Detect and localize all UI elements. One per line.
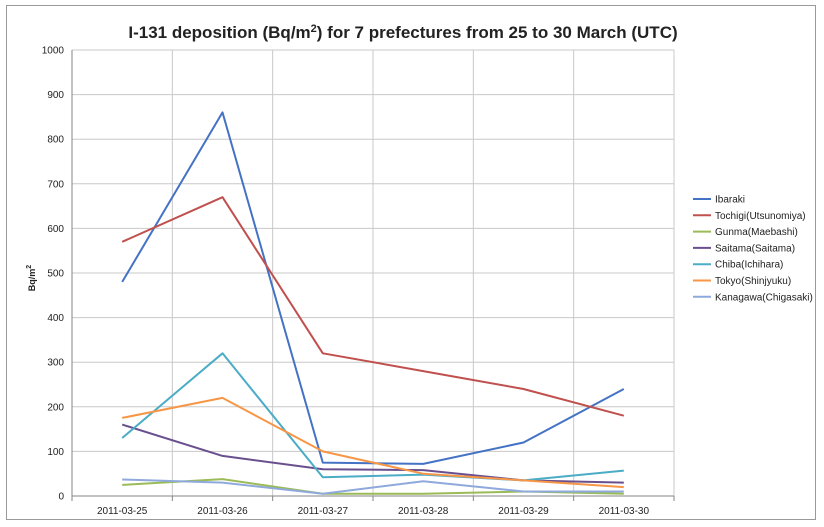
series-line [122,478,624,495]
x-tick-label: 2011-03-28 [398,506,449,517]
legend-label: Ibaraki [715,195,745,206]
y-tick-label: 1000 [42,46,65,57]
grid-layer [72,49,675,497]
series-line [122,396,624,489]
y-tick-label: 0 [58,492,64,503]
chart-title: I-131 deposition (Bq/m2) for 7 prefectur… [128,23,677,42]
y-tick-label: 100 [47,447,64,458]
x-tick-label: 2011-03-30 [599,506,650,517]
y-tick-label: 700 [47,179,64,190]
y-tick-label: 900 [47,90,64,101]
legend-label: Tochigi(Utsunomiya) [715,211,806,222]
chart-frame: I-131 deposition (Bq/m2) for 7 prefectur… [6,5,816,520]
y-tick-label: 400 [47,313,64,324]
y-tick-label: 300 [47,358,64,369]
legend-label: Tokyo(Shinjyuku) [715,276,791,287]
y-axis-label: Bq/m2 [26,265,37,292]
chart-title-prefix: I-131 deposition (Bq/m [128,23,310,42]
y-tick-label: 800 [47,135,64,146]
series-line [121,196,625,417]
y-tick-label: 500 [47,269,64,280]
chart-title-suffix: ) for 7 prefectures from 25 to 30 March … [317,23,678,42]
chart-title-sup: 2 [311,23,317,35]
axis-layer: 0 100 200 300 400 500 600 700 800 900 1000 2011-03-… [42,46,675,517]
legend-label: Gunma(Maebashi) [715,227,798,238]
y-tick-label: 200 [47,402,64,413]
legend-label: Chiba(Ichihara) [715,260,783,271]
x-tick-label: 2011-03-27 [298,506,349,517]
y-axis-label-sup: 2 [26,265,33,269]
legend-label: Kanagawa(Chigasaki) [715,292,813,303]
series-line [121,352,624,482]
legend-label: Saitama(Saitama) [715,243,795,254]
x-tick-label: 2011-03-25 [97,506,148,517]
x-tick-label: 2011-03-26 [197,506,248,517]
y-axis-label-base: Bq/m [27,269,37,292]
chart-svg: I-131 deposition (Bq/m2) for 7 prefectur… [26,23,813,517]
x-tick-label: 2011-03-29 [498,506,549,517]
series-layer [121,111,625,495]
y-tick-label: 600 [47,224,64,235]
legend: Ibaraki Tochigi(Utsunomiya) Gunma(Maebashi… [693,195,813,303]
